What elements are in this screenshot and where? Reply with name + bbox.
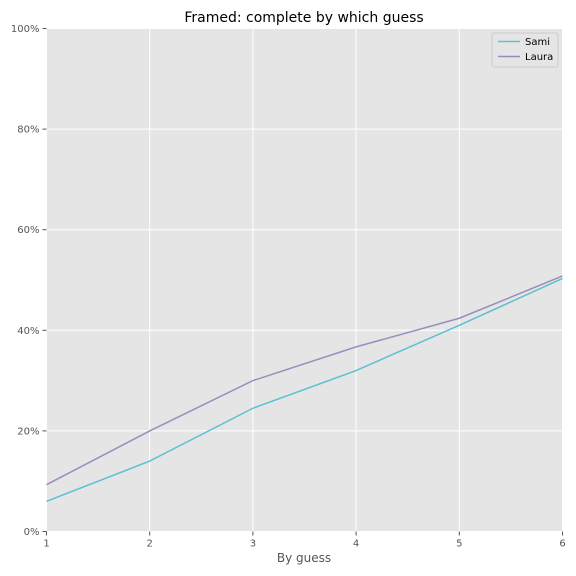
x-tick-label: 6: [559, 539, 565, 550]
legend-label-sami: Sami: [525, 37, 550, 48]
x-tick-label: 3: [250, 539, 256, 550]
grid-lines: [46, 28, 563, 532]
x-tick-label: 2: [147, 539, 153, 550]
x-axis-label: By guess: [277, 551, 331, 565]
y-tick-label: 20%: [17, 426, 39, 437]
plot-area: [46, 28, 563, 532]
series-line-sami: [46, 277, 563, 503]
legend: Sami Laura: [491, 32, 559, 68]
y-tick-label: 60%: [17, 225, 39, 236]
legend-label-laura: Laura: [525, 52, 553, 63]
y-tick-label: 0%: [24, 527, 40, 538]
x-tick-label: 1: [43, 539, 49, 550]
y-tick-label: 80%: [17, 125, 39, 136]
x-tick-label: 4: [353, 539, 359, 550]
x-tick-label: 5: [456, 539, 462, 550]
chart-title: Framed: complete by which guess: [184, 10, 423, 26]
series-lines: [46, 275, 563, 503]
y-tick-label: 40%: [17, 326, 39, 337]
y-tick-label: 100%: [11, 24, 40, 35]
series-line-laura: [46, 275, 563, 486]
axis-ticks: 1 2 3 4 5 60%20%40%60%80%100%: [11, 24, 566, 550]
